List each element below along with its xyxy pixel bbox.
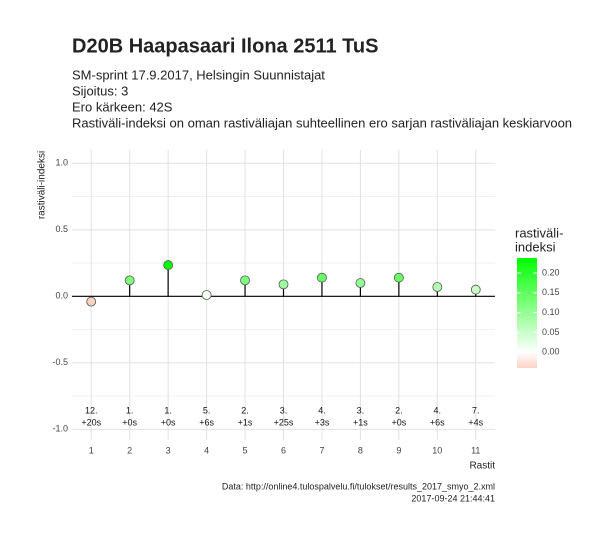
point <box>201 290 212 300</box>
point <box>240 275 250 286</box>
x-tick-label: 5 <box>243 445 248 455</box>
y-axis-label: rastiväli-indeksi <box>37 151 48 219</box>
x-tick-label: 6 <box>281 445 286 455</box>
point <box>432 282 443 292</box>
y-tick-label: -1.0 <box>52 424 68 434</box>
colorbar-label: 0.15 <box>542 287 560 297</box>
x-tick-label: 2 <box>127 445 132 455</box>
diff-label: +0s <box>122 417 137 427</box>
rank-label: 1. <box>126 405 134 415</box>
y-tick-label: -0.5 <box>52 357 68 367</box>
x-tick-label: 11 <box>471 445 480 455</box>
rank-label: 7. <box>472 405 480 415</box>
point <box>86 296 97 307</box>
x-tick-label: 9 <box>396 445 401 455</box>
point <box>355 278 366 288</box>
point <box>470 284 481 295</box>
rank-label: 1. <box>164 405 172 415</box>
rank-label: 2. <box>395 405 403 415</box>
colorbar <box>517 258 537 368</box>
colorbar-label: 0.10 <box>542 307 560 317</box>
rank-label: 3. <box>357 405 365 415</box>
rank-label: 2. <box>241 405 249 415</box>
y-tick-label: 0.0 <box>55 291 68 301</box>
subtitle: Rastiväli-indeksi on oman rastiväliajan … <box>72 115 572 130</box>
x-tick-label: 3 <box>166 445 171 455</box>
x-tick-label: 10 <box>432 445 442 455</box>
rank-label: 4. <box>318 405 326 415</box>
colorbar-label: 0.00 <box>542 347 560 357</box>
caption: 2017-09-24 21:44:41 <box>411 493 495 503</box>
diff-label: +0s <box>391 417 406 427</box>
point <box>393 272 404 283</box>
point <box>317 272 327 283</box>
x-tick-label: 1 <box>89 445 94 455</box>
caption: Data: http://online4.tulospalvelu.fi/tul… <box>222 481 495 491</box>
legend-title: indeksi <box>515 239 556 254</box>
diff-label: +3s <box>315 417 330 427</box>
subtitle: SM-sprint 17.9.2017, Helsingin Suunnista… <box>72 67 325 82</box>
y-tick-label: 0.5 <box>55 224 68 234</box>
diff-label: +1s <box>238 417 253 427</box>
diff-label: +0s <box>161 417 176 427</box>
rank-label: 3. <box>280 405 288 415</box>
colorbar-label: 0.20 <box>542 267 560 277</box>
diff-label: +1s <box>353 417 368 427</box>
subtitle: Sijoitus: 3 <box>72 83 128 98</box>
point <box>124 275 135 286</box>
rank-label: 12. <box>85 405 98 415</box>
x-tick-label: 8 <box>358 445 363 455</box>
point <box>163 260 174 270</box>
rank-label: 5. <box>203 405 211 415</box>
y-tick-label: 1.0 <box>55 158 68 168</box>
subtitle: Ero kärkeen: 42S <box>72 99 173 114</box>
chart-title: D20B Haapasaari Ilona 2511 TuS <box>72 35 378 57</box>
point <box>278 279 289 290</box>
legend-title: rastiväli- <box>515 225 563 240</box>
colorbar-label: 0.05 <box>542 327 560 337</box>
rank-label: 4. <box>434 405 442 415</box>
x-tick-label: 4 <box>204 445 209 455</box>
diff-label: +4s <box>468 417 483 427</box>
diff-label: +25s <box>274 417 294 427</box>
x-axis-label: Rastit <box>469 461 495 472</box>
diff-label: +6s <box>199 417 214 427</box>
x-tick-label: 7 <box>319 445 324 455</box>
diff-label: +6s <box>430 417 445 427</box>
diff-label: +20s <box>81 417 101 427</box>
